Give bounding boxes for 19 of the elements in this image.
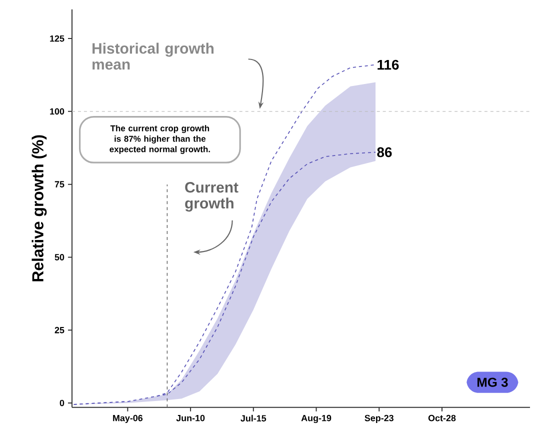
y-tick-label: 25 (54, 326, 64, 334)
x-tick-label: May-06 (113, 414, 143, 424)
y-tick-label: 0 (60, 400, 64, 406)
y-tick-label: 50 (54, 254, 64, 260)
annotation: The current crop growth is 87% higher than the expected normal growth. (110, 125, 210, 154)
y-tick-label: 75 (54, 181, 64, 188)
annotation: MG 3 (477, 378, 508, 387)
x-tick-label: Aug-19 (301, 414, 332, 424)
x-tick-label: Sep-23 (364, 414, 394, 424)
y-tick-label: 125 (50, 35, 64, 42)
x-tick-label: Jun-10 (176, 414, 205, 422)
y-axis-title: Relative growth (%) (32, 135, 47, 282)
annotation: Current growth (185, 182, 238, 212)
annotation: Historical growth mean (92, 42, 214, 70)
y-tick-label: 100 (50, 108, 64, 115)
annotation: 116 (378, 60, 399, 70)
x-tick-label: Jul-15 (240, 414, 266, 422)
x-tick-label: Oct-28 (428, 414, 456, 422)
annotation: 86 (377, 147, 392, 158)
